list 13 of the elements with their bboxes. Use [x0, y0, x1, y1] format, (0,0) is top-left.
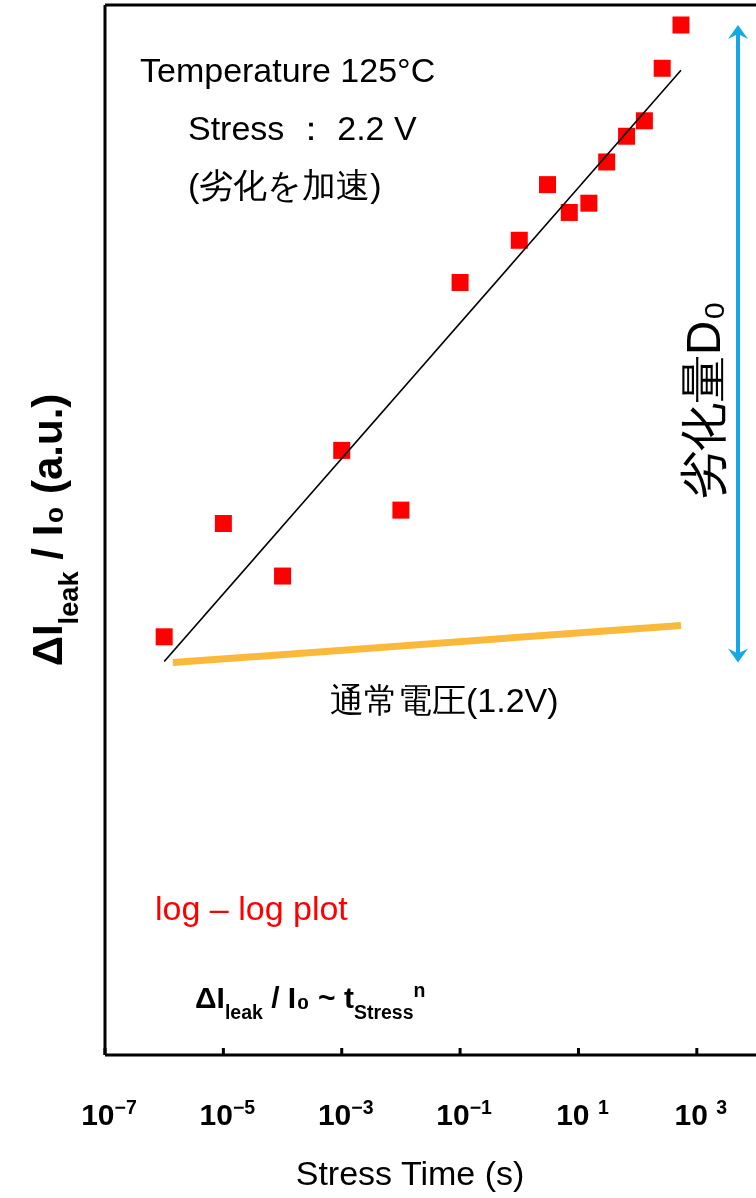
x-tick-label: 10 $^{3}$	[674, 1096, 728, 1131]
annotation: (劣化を加速)	[188, 166, 382, 204]
annotation: Stress ： 2.2 V	[188, 109, 417, 147]
x-tick-label: 10$^{−5}$	[199, 1096, 256, 1131]
x-tick-label: 10$^{−3}$	[317, 1096, 374, 1131]
x-tick-label: 10$^{−1}$	[436, 1096, 493, 1131]
annotation: log – log plot	[155, 889, 349, 927]
x-tick-label: 10$^{−7}$	[81, 1096, 137, 1131]
annotation: 劣化量D₀	[677, 300, 730, 500]
annotation: Temperature 125°C	[140, 51, 436, 89]
x-axis-title: Stress Time (s)	[295, 1154, 525, 1192]
annotation: 通常電圧(1.2V)	[330, 681, 559, 719]
x-tick-label: 10 $^{1}$	[556, 1096, 609, 1131]
